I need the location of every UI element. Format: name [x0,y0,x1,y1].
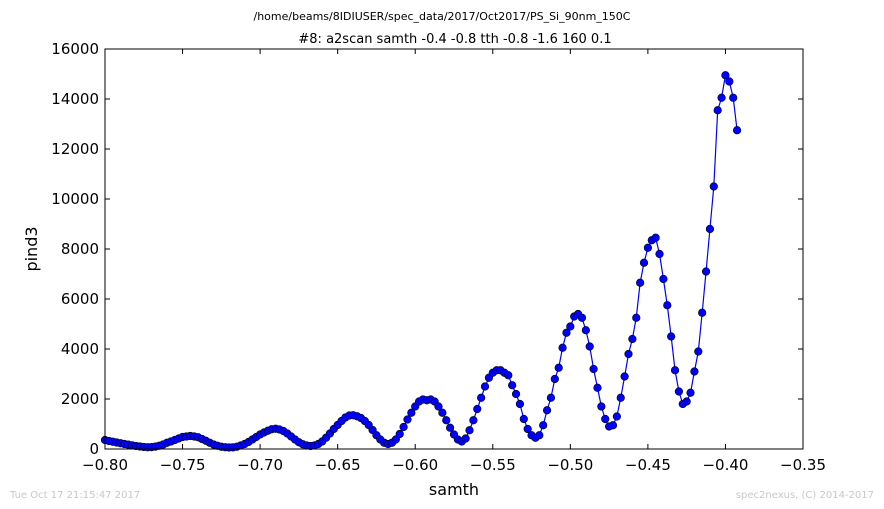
x-tick-label: −0.55 [470,456,516,474]
data-point [562,328,571,337]
data-point [624,349,633,359]
data-point [589,364,598,374]
x-tick-label: −0.65 [315,456,361,474]
data-point [407,408,416,417]
data-point [698,308,707,317]
data-point [461,434,470,443]
chart-title: #8: a2scan samth -0.4 -0.8 tth -0.8 -1.6… [298,32,611,47]
y-tick-label: 4000 [61,340,99,358]
data-point [701,267,711,276]
data-point [709,182,718,191]
data-point [438,408,447,417]
data-point [690,367,699,376]
y-axis-ticks: 0 2000 4000 6000 8000 10000 12000 14000 16000 [51,40,803,458]
data-point [694,347,703,356]
y-tick-label: 16000 [51,40,99,58]
x-tick-label: −0.40 [702,456,748,474]
data-point [705,224,715,234]
data-point [477,393,486,402]
data-series-layer [100,71,742,452]
data-point [713,106,722,115]
data-point [539,421,548,430]
y-tick-label: 8000 [61,240,99,258]
data-point [511,389,521,399]
data-point [670,366,680,375]
data-point [515,399,525,409]
data-point [601,414,610,424]
data-point [546,393,556,402]
data-point [395,429,404,439]
data-point [612,412,621,421]
data-point [554,363,563,372]
data-point [523,424,532,434]
data-point [721,71,730,80]
footer-timestamp: Tue Oct 17 21:15:47 2017 [9,490,140,501]
data-point [403,415,412,424]
data-point [674,387,684,396]
data-point [636,278,645,287]
y-tick-label: 2000 [61,390,99,408]
x-tick-label: −0.70 [237,456,283,474]
data-point [659,274,668,284]
data-point [682,397,691,406]
data-point [391,435,400,444]
y-tick-label: 14000 [51,90,99,108]
data-point [465,426,474,435]
data-point [608,421,618,430]
x-tick-label: −0.75 [160,456,206,474]
x-axis-ticks: −0.80 −0.75 −0.70 −0.65 −0.60 −0.55 −0.50 −0.45… [82,49,826,474]
data-point [585,342,594,351]
data-point [651,233,660,242]
x-tick-label: −0.60 [392,456,438,474]
data-point [643,243,652,252]
data-point [542,406,552,415]
y-axis-label: pind3 [22,226,41,271]
data-point [577,313,587,322]
data-point [667,332,676,341]
data-point [535,431,544,440]
footer-credit: spec2nexus, (C) 2014-2017 [736,490,874,501]
data-point [732,126,742,135]
figure-suptitle: /home/beams/8IDIUSER/spec_data/2017/Oct2… [254,10,631,23]
x-tick-label: −0.35 [780,456,826,474]
data-point [593,383,602,392]
data-point [597,402,606,411]
data-point [399,422,408,432]
data-point [616,393,625,402]
data-point [550,374,559,384]
data-point [469,416,478,425]
data-point [508,381,517,390]
data-point [729,93,738,102]
y-tick-label: 12000 [51,140,99,158]
data-point [725,77,734,86]
x-axis-label: samth [429,480,479,499]
data-point [566,322,575,331]
data-point [434,402,443,411]
data-point [663,301,672,310]
y-tick-label: 6000 [61,290,99,308]
data-point [581,326,590,335]
x-tick-label: −0.45 [625,456,671,474]
y-tick-label: 10000 [51,190,99,208]
data-point [620,372,629,381]
data-point [686,388,695,397]
plot-frame [104,48,804,450]
data-point [632,313,641,322]
data-point [442,416,451,425]
data-point [480,382,490,391]
data-point [628,334,637,344]
data-point [519,414,528,424]
data-point [655,249,664,259]
y-tick-label: 0 [89,440,99,458]
data-point [473,404,482,414]
data-point [717,93,726,102]
data-point [446,423,455,432]
x-tick-label: −0.50 [547,456,593,474]
x-tick-label: −0.80 [82,456,128,474]
data-point [504,371,513,380]
data-point [558,343,567,352]
data-point [639,258,649,267]
